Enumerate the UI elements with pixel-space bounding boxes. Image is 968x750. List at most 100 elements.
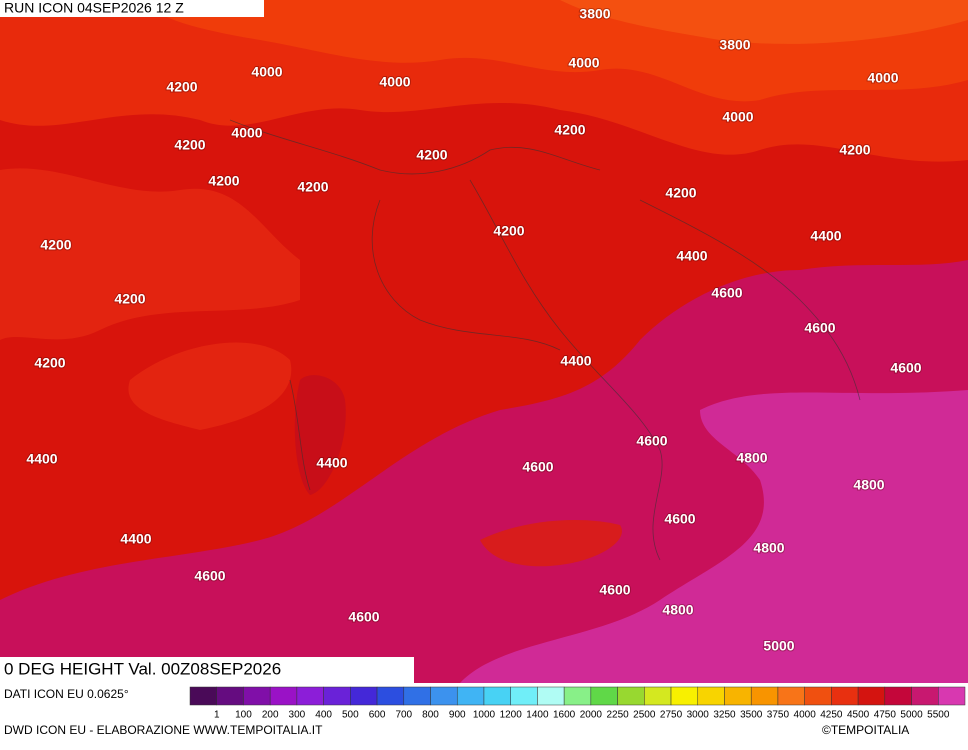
- contour-label: 4200: [114, 291, 145, 307]
- header-box: [0, 0, 264, 17]
- colorbar-swatch: [269, 686, 298, 706]
- colorbar-swatch: [243, 686, 271, 706]
- contour-label: 4800: [853, 477, 884, 493]
- colorbar-swatch: [350, 686, 378, 706]
- contour-label: 4600: [664, 511, 695, 527]
- colorbar-swatch: [216, 686, 244, 706]
- colorbar-label: 4500: [847, 710, 870, 721]
- colorbar-swatch: [483, 686, 511, 706]
- contour-label: 4000: [568, 55, 599, 71]
- contour-labels: 3800 3800 4000 4000 4000 4000 4200 4000 4200 4000…: [25, 5, 922, 655]
- contour-label: 4600: [599, 582, 630, 598]
- colorbar-swatch: [750, 686, 779, 706]
- contour-label: 4200: [174, 137, 205, 153]
- colorbar-swatch: [563, 686, 592, 706]
- colorbar-label: 4000: [794, 710, 817, 721]
- contour-label: 4600: [194, 568, 225, 584]
- colorbar-label: 2500: [633, 710, 656, 721]
- colorbar-label: 3250: [713, 710, 736, 721]
- contour-label: 3800: [579, 6, 610, 22]
- colorbar-swatch: [857, 686, 886, 706]
- colorbar-swatch: [670, 686, 699, 706]
- contour-label: 4600: [522, 459, 553, 475]
- colorbar-swatch: [323, 686, 351, 706]
- contour-label: 4200: [493, 223, 524, 239]
- colorbar-swatch: [777, 686, 805, 706]
- contour-label: 4200: [40, 237, 71, 253]
- map-title: 0 DEG HEIGHT Val. 00Z08SEP2026: [4, 659, 281, 678]
- colorbar-label: 2000: [580, 710, 603, 721]
- colorbar-swatch: [831, 686, 859, 706]
- contour-label: 4200: [166, 79, 197, 95]
- contour-label: 4600: [636, 433, 667, 449]
- colorbar-label: 500: [342, 710, 359, 721]
- colorbar-label: 900: [449, 710, 466, 721]
- colorbar-swatch: [724, 686, 752, 706]
- contour-label: 4200: [839, 142, 870, 158]
- contour-label: 4200: [416, 147, 447, 163]
- colorbar-label: 5500: [927, 710, 950, 721]
- colorbar-label: 1: [214, 710, 220, 721]
- colorbar-label: 2250: [606, 710, 629, 721]
- contour-label: 4000: [251, 64, 282, 80]
- colorbar-label: 4750: [874, 710, 897, 721]
- contour-label: 4800: [662, 602, 693, 618]
- colorbar: 1 100 200 300 400 500 600 700 800 900 1000 1200 1400…: [189, 686, 966, 721]
- colorbar-swatch: [804, 686, 832, 706]
- colorbar-swatch: [403, 686, 431, 706]
- contour-label: 4600: [711, 285, 742, 301]
- colorbar-swatch: [884, 686, 912, 706]
- contour-label: 4200: [297, 179, 328, 195]
- contour-label: 4400: [26, 451, 57, 467]
- colorbar-swatch: [938, 686, 966, 706]
- colorbar-label: 200: [262, 710, 279, 721]
- colorbar-label: 2750: [660, 710, 683, 721]
- contour-label: 4200: [34, 355, 65, 371]
- contour-label: 4400: [676, 248, 707, 264]
- contour-label: 4400: [120, 531, 151, 547]
- colorbar-swatch: [430, 686, 458, 706]
- colorbar-label: 300: [289, 710, 306, 721]
- colorbar-label: 400: [315, 710, 332, 721]
- colorbar-label: 3500: [740, 710, 763, 721]
- contour-label: 5000: [763, 638, 794, 654]
- credit: DWD ICON EU - ELABORAZIONE WWW.TEMPOITAL…: [4, 723, 323, 737]
- contour-label: 4600: [348, 609, 379, 625]
- colorbar-label: 1000: [473, 710, 496, 721]
- colorbar-label: 5000: [900, 710, 923, 721]
- contour-label: 3800: [719, 37, 750, 53]
- colorbar-swatch: [296, 686, 324, 706]
- colorbar-label: 1600: [553, 710, 576, 721]
- colorbar-swatch: [510, 686, 538, 706]
- contour-label: 4800: [753, 540, 784, 556]
- colorbar-swatch: [590, 686, 618, 706]
- contour-label: 4000: [379, 74, 410, 90]
- contour-label: 4400: [560, 353, 591, 369]
- contour-label: 4600: [890, 360, 921, 376]
- contour-label: 4000: [867, 70, 898, 86]
- colorbar-swatch: [617, 686, 645, 706]
- colorbar-swatch: [189, 686, 217, 706]
- colorbar-label: 700: [395, 710, 412, 721]
- copyright: ©TEMPOITALIA: [822, 723, 909, 737]
- colorbar-label: 600: [369, 710, 386, 721]
- colorbar-label: 800: [422, 710, 439, 721]
- colorbar-swatch: [697, 686, 725, 706]
- contour-label: 4400: [316, 455, 347, 471]
- contour-label: 4000: [722, 109, 753, 125]
- colorbar-swatch: [537, 686, 565, 706]
- contour-label: 4200: [554, 122, 585, 138]
- colorbar-label: 3000: [687, 710, 710, 721]
- contour-label: 4200: [665, 185, 696, 201]
- colorbar-swatch: [376, 686, 405, 706]
- contour-label: 4200: [208, 173, 239, 189]
- colorbar-label: 1200: [500, 710, 523, 721]
- contour-label: 4800: [736, 450, 767, 466]
- contour-label: 4600: [804, 320, 835, 336]
- contour-label: 4400: [810, 228, 841, 244]
- colorbar-swatch: [911, 686, 939, 706]
- colorbar-swatch: [456, 686, 485, 706]
- title-box: [0, 657, 414, 683]
